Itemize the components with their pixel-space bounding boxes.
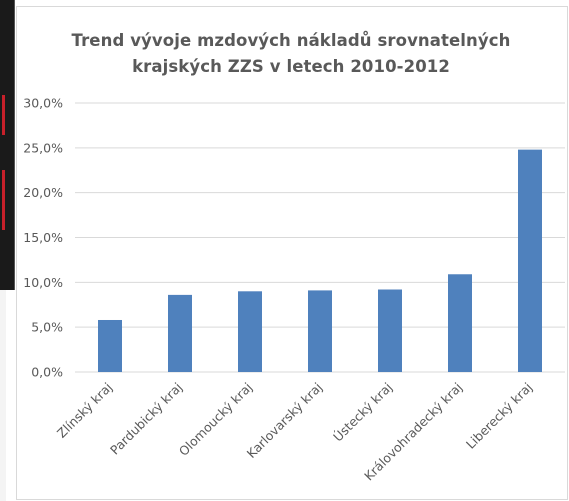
y-tick-label: 20,0% xyxy=(23,185,63,200)
y-tick-label: 25,0% xyxy=(23,140,63,155)
x-category-label: Zlínský kraj xyxy=(54,380,115,441)
bar xyxy=(168,294,192,372)
x-category-label: Liberecký kraj xyxy=(463,380,535,452)
bar xyxy=(308,290,332,372)
y-tick-label: 5,0% xyxy=(31,320,63,335)
chart-title-line-2: krajských ZZS v letech 2010-2012 xyxy=(132,57,450,76)
x-category-label: Pardubický kraj xyxy=(107,380,185,458)
chart-frame xyxy=(16,6,568,500)
chart-title-line-1: Trend vývoje mzdových nákladů srovnateln… xyxy=(71,31,511,50)
x-category-label: Olomoucký kraj xyxy=(176,380,255,459)
y-axis-ticks: 0,0% 5,0% 10,0% 15,0% 20,0% 25,0% 30,0% xyxy=(23,96,63,380)
bar xyxy=(448,274,472,372)
y-tick-label: 15,0% xyxy=(23,230,63,245)
y-tick-label: 0,0% xyxy=(31,365,63,380)
x-category-label: Ústecký kraj xyxy=(330,380,395,445)
x-category-label: Karlovarský kraj xyxy=(244,380,326,462)
chart-title: Trend vývoje mzdových nákladů srovnateln… xyxy=(16,28,566,80)
left-page-strip xyxy=(0,0,15,290)
bar xyxy=(98,319,122,372)
bars xyxy=(98,149,542,372)
y-tick-label: 10,0% xyxy=(23,275,63,290)
y-tick-label: 30,0% xyxy=(23,96,63,111)
bar xyxy=(238,291,262,372)
left-page-strip-lower xyxy=(0,290,6,501)
bar xyxy=(518,149,542,372)
bar xyxy=(378,289,402,372)
